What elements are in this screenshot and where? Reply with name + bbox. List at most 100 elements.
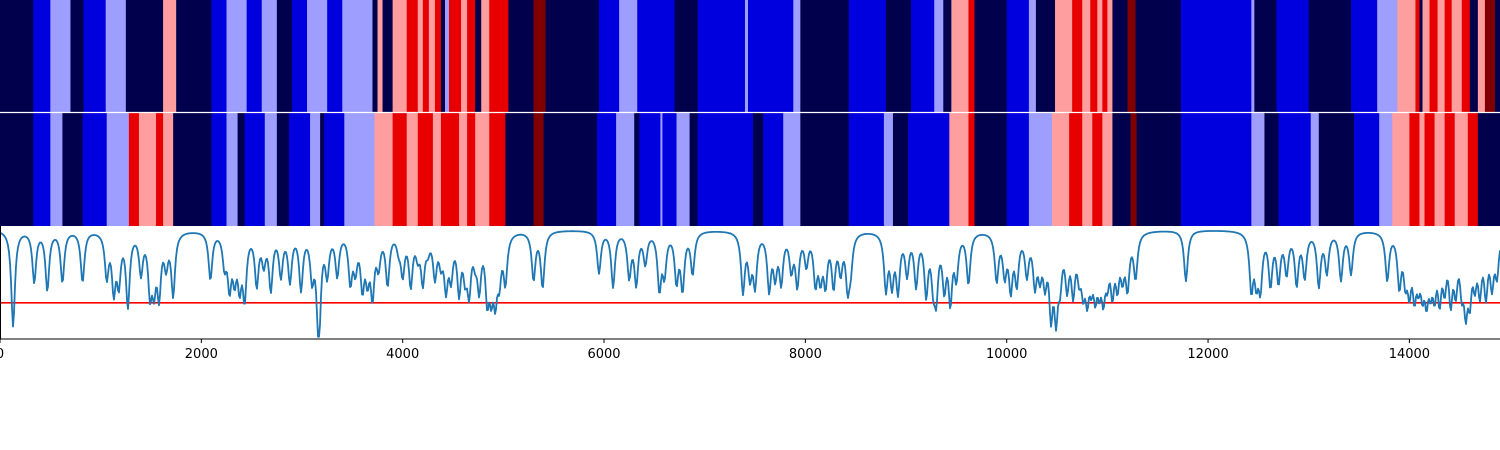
track-1-segment-14 xyxy=(291,0,308,112)
track-2-segment-43 xyxy=(697,113,754,226)
track-1-segment-34 xyxy=(489,0,502,112)
track-1-segment-12 xyxy=(261,0,278,112)
track-2-segment-73 xyxy=(1392,113,1410,226)
track-1-segment-67 xyxy=(1112,0,1128,112)
track-1-segment-31 xyxy=(467,0,476,112)
track-2-segment-74 xyxy=(1409,113,1420,226)
track-1-segment-56 xyxy=(974,0,1008,112)
x-tick-label-1: 2000 xyxy=(185,347,218,362)
track-2-segment-33 xyxy=(533,113,545,226)
track-2-segment-50 xyxy=(892,113,909,226)
track-2-segment-24 xyxy=(406,113,419,226)
track-2-segment-7 xyxy=(138,113,157,226)
track-1-segment-69 xyxy=(1135,0,1182,112)
track-2-segment-34 xyxy=(543,113,598,226)
track-2-segment-11 xyxy=(211,113,227,226)
x-axis: 0 2000 4000 6000 8000 10000 12000 14000 xyxy=(0,226,1500,362)
x-tick-label-2: 4000 xyxy=(386,347,419,362)
heatmap-track-2 xyxy=(0,113,1500,226)
track-2-segment-56 xyxy=(1028,113,1053,226)
track-2-segment-48 xyxy=(848,113,885,226)
track-1-segment-74 xyxy=(1308,0,1352,112)
track-1-segment-0 xyxy=(0,0,34,112)
track-2-segment-19 xyxy=(320,113,325,226)
track-2-segment-45 xyxy=(763,113,784,226)
line-plot-area xyxy=(0,230,1500,338)
track-1-segment-85 xyxy=(1461,0,1471,112)
track-1-segment-54 xyxy=(951,0,969,112)
track-1-segment-58 xyxy=(1028,0,1037,112)
track-2-segment-81 xyxy=(1477,113,1489,226)
track-1-segment-72 xyxy=(1254,0,1277,112)
track-2-segment-58 xyxy=(1069,113,1083,226)
track-1-segment-35 xyxy=(501,0,509,112)
track-1-segment-5 xyxy=(105,0,127,112)
track-1-segment-48 xyxy=(800,0,850,112)
track-1-segment-70 xyxy=(1180,0,1252,112)
track-1-segment-65 xyxy=(1102,0,1108,112)
track-1-segment-83 xyxy=(1444,0,1453,112)
track-1-segment-86 xyxy=(1469,0,1479,112)
track-1-segment-84 xyxy=(1451,0,1463,112)
track-2-segment-35 xyxy=(596,113,617,226)
track-2-segment-44 xyxy=(753,113,764,226)
track-2-segment-3 xyxy=(62,113,83,226)
track-2-segment-78 xyxy=(1444,113,1456,226)
track-1-segment-57 xyxy=(1006,0,1030,112)
track-2-segment-76 xyxy=(1424,113,1435,226)
track-1-segment-64 xyxy=(1097,0,1103,112)
track-2-segment-63 xyxy=(1130,113,1137,226)
x-tick-label-4: 8000 xyxy=(789,347,822,362)
track-1-segment-50 xyxy=(885,0,912,112)
track-2-segment-14 xyxy=(244,113,266,226)
track-1-segment-33 xyxy=(481,0,490,112)
track-1-segment-79 xyxy=(1419,0,1423,112)
x-tick-label-3: 6000 xyxy=(587,347,620,362)
track-2-segment-12 xyxy=(226,113,238,226)
track-1-segment-7 xyxy=(163,0,177,112)
track-2-segment-40 xyxy=(662,113,677,226)
track-2-segment-1 xyxy=(33,113,51,226)
track-2-segment-28 xyxy=(459,113,468,226)
track-2-segment-80 xyxy=(1467,113,1479,226)
track-1-segment-1 xyxy=(33,0,51,112)
track-1-segment-6 xyxy=(125,0,164,112)
track-1-segment-55 xyxy=(968,0,975,112)
track-1-segment-51 xyxy=(911,0,935,112)
track-1-segment-66 xyxy=(1107,0,1113,112)
track-1-segment-36 xyxy=(508,0,534,112)
track-2-segment-27 xyxy=(440,113,460,226)
track-1-segment-78 xyxy=(1415,0,1420,112)
track-1-segment-2 xyxy=(50,0,71,112)
x-tick-label-7: 14000 xyxy=(1389,347,1430,362)
track-1-segment-38 xyxy=(545,0,600,112)
track-1-segment-61 xyxy=(1072,0,1083,112)
track-1-segment-19 xyxy=(377,0,383,112)
track-1-segment-8 xyxy=(176,0,212,112)
track-2-segment-71 xyxy=(1354,113,1380,226)
track-1-segment-88 xyxy=(1484,0,1496,112)
track-1-segment-52 xyxy=(934,0,944,112)
track-2-segment-39 xyxy=(660,113,663,226)
track-1-segment-80 xyxy=(1422,0,1430,112)
track-1-segment-29 xyxy=(448,0,462,112)
track-2-segment-75 xyxy=(1419,113,1425,226)
track-2-segment-55 xyxy=(1006,113,1030,226)
track-2-segment-30 xyxy=(475,113,490,226)
track-1-segment-30 xyxy=(461,0,468,112)
track-1-segment-75 xyxy=(1351,0,1378,112)
track-1-segment-46 xyxy=(763,0,794,112)
track-1-segment-37 xyxy=(533,0,547,112)
track-2-segment-42 xyxy=(689,113,699,226)
track-2-segment-53 xyxy=(968,113,975,226)
track-1-segment-25 xyxy=(428,0,436,112)
track-2-segment-54 xyxy=(974,113,1008,226)
track-2-segment-65 xyxy=(1180,113,1252,226)
track-1-segment-42 xyxy=(674,0,699,112)
track-2-segment-36 xyxy=(616,113,635,226)
track-2-segment-23 xyxy=(392,113,408,226)
track-2-segment-18 xyxy=(310,113,321,226)
track-1-segment-23 xyxy=(417,0,424,112)
track-2-segment-32 xyxy=(505,113,534,226)
track-2-segment-17 xyxy=(288,113,311,226)
